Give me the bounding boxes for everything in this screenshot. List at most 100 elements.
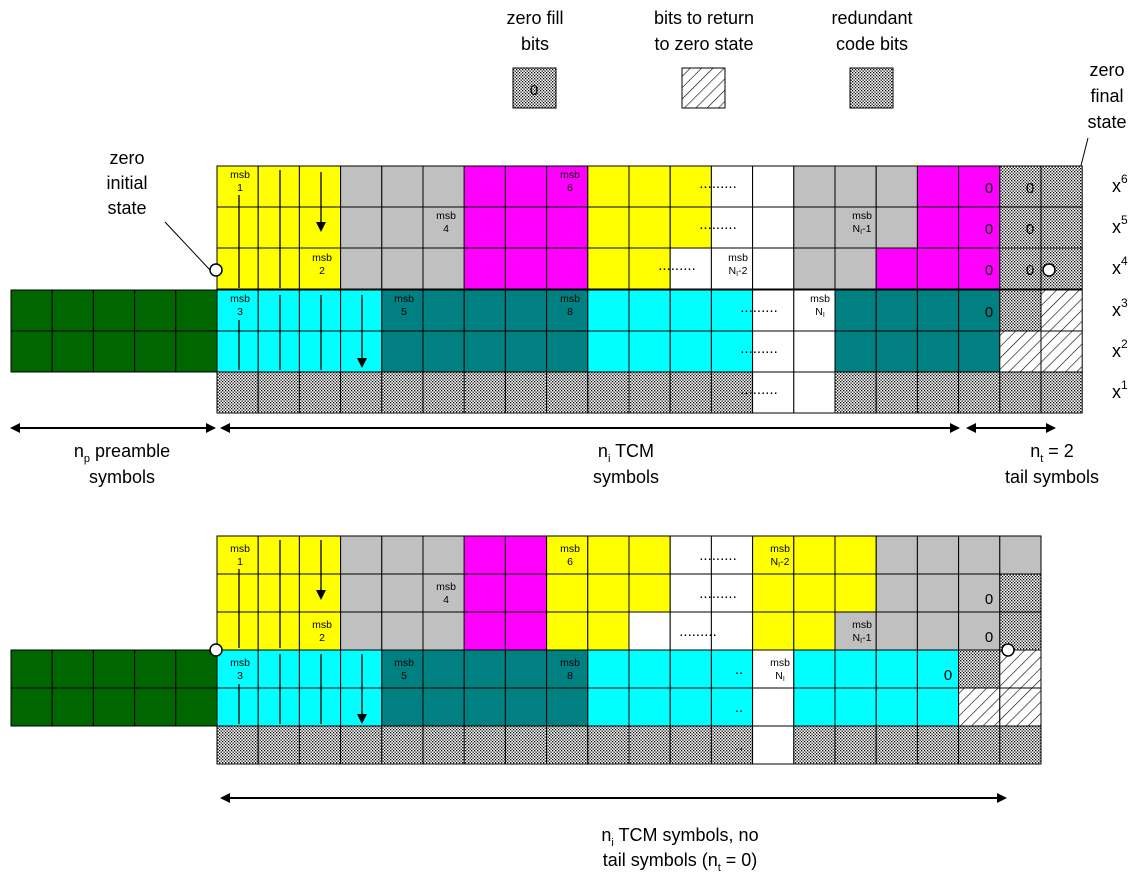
bot-msb6-num: 6: [567, 556, 573, 568]
top-cell-r2-c22: [875, 206, 918, 249]
bottom-cell-r3-c19: [752, 611, 795, 651]
bottom-cell-r2-c13: [504, 573, 548, 613]
bot-msb1-num: 1: [237, 556, 243, 568]
top-cell-r1-c18: [710, 165, 754, 208]
top-cell-r3-c12: [463, 247, 506, 290]
top-msb6-label: msb: [560, 169, 580, 181]
bottom-cell-r1-c23: [916, 535, 960, 575]
top-cell-r2-c12: [463, 206, 506, 249]
bottom-span-indicators: ni TCM symbols, no tail symbols (nt = 0): [220, 793, 1007, 874]
bottom-cell-r3-c11: [422, 611, 465, 651]
bottom-cell-r4-c21: [834, 649, 877, 689]
top-cell-r6-c17: [669, 371, 712, 414]
bottom-cell-r4-c6: [216, 649, 259, 689]
bot-dots-row3: .........: [679, 623, 717, 640]
top-msb3-num: 3: [237, 306, 243, 318]
legend-zero-fill-line1: zero fill: [506, 8, 563, 28]
top-dots-row5: .........: [740, 340, 778, 357]
bottom-cell-r6-c25: [999, 725, 1042, 765]
top-cell-r4-c18: [710, 289, 754, 332]
top-cell-r3-c16: [628, 247, 671, 290]
bottom-cell-r6-c16: [628, 725, 671, 765]
top-msb8-num: 8: [567, 306, 573, 318]
legend-zero-fill-symbol: 0: [530, 82, 538, 99]
bottom-cell-r6-c6: [216, 725, 259, 765]
bottom-cell-r3-c12: [463, 611, 506, 651]
top-cell-r2-c16: [628, 206, 671, 249]
bottom-cell-r4-c14: [546, 649, 589, 689]
top-cell-r3-c10: [381, 247, 424, 290]
top-cell-r1-c12: [463, 165, 506, 208]
preamble-label-line1: np preamble: [74, 441, 170, 465]
legend-zero-fill-line2: bits: [521, 34, 549, 54]
bottom-cell-r4-c18: [710, 649, 754, 689]
top-cell-r1-c13: [504, 165, 548, 208]
top-cell-r5-c16: [628, 330, 671, 373]
bit-label-x5: x5: [1112, 213, 1128, 237]
bottom-cell-r2-c9: [340, 573, 383, 613]
top-cell-r6-c26: [1040, 371, 1083, 414]
top-cell-r5-c2: [51, 330, 94, 373]
bottom-cell-r2-c10: [381, 573, 424, 613]
bottom-cell-r5-c12: [463, 687, 506, 727]
bottom-cell-r5-c21: [834, 687, 877, 727]
top-cell-r3-c9: [340, 247, 383, 290]
top-msb5-num: 5: [401, 306, 407, 318]
top-cell-r4-c4: [134, 289, 177, 332]
top-initial-state-circle: [209, 263, 223, 277]
bottom-cell-r2-c6: [216, 573, 259, 613]
bottom-cell-r3-c23: [916, 611, 960, 651]
top-cell-r2-c19: [752, 206, 795, 249]
bottom-cell-r6-c17: [669, 725, 712, 765]
bottom-cell-r6-c19: [752, 725, 795, 765]
bottom-cell-r3-c20: [793, 611, 836, 651]
bottom-cell-r6-c18: [710, 725, 754, 765]
bottom-cell-r4-c11: [422, 649, 465, 689]
top-cell-r5-c14: [546, 330, 589, 373]
top-tail-zero-r2c1: 0: [985, 221, 993, 238]
bottom-cell-r5-c17: [669, 687, 712, 727]
bottom-cell-r4-c19: [752, 649, 795, 689]
top-final-state-circle: [1042, 263, 1056, 277]
legend-zero-fill-swatch: [512, 67, 557, 109]
top-cell-r2-c17: [669, 206, 712, 249]
bot-msb2-label: msb: [312, 619, 332, 631]
bit-label-x4: x4: [1112, 254, 1128, 278]
top-cell-r2-c14: [546, 206, 589, 249]
top-cell-r3-c19: [752, 247, 795, 290]
bottom-cell-r1-c9: [340, 535, 383, 575]
bit-label-x6: x6: [1112, 172, 1128, 196]
bottom-cell-r5-c2: [51, 687, 94, 727]
top-cell-r2-c9: [340, 206, 383, 249]
bottom-cell-r1-c18: [710, 535, 754, 575]
bot-tail-zero-r3: 0: [985, 629, 993, 646]
top-cell-r4-c11: [422, 289, 465, 332]
top-cell-r2-c20: [793, 206, 836, 249]
bottom-cell-r5-c15: [587, 687, 630, 727]
bottom-cell-r4-c9: [340, 649, 383, 689]
bot-msb4-label: msb: [436, 581, 456, 593]
bot-msb5-label: msb: [394, 657, 414, 669]
top-cell-r3-c15: [587, 247, 630, 290]
top-cell-r5-c1: [10, 330, 53, 373]
bottom-cell-r1-c21: [834, 535, 877, 575]
bottom-cell-r1-c12: [463, 535, 506, 575]
initial-state-line2: initial: [106, 173, 147, 193]
top-cell-r4-c15: [587, 289, 630, 332]
top-cell-r6-c22: [875, 371, 918, 414]
bottom-cell-r5-c10: [381, 687, 424, 727]
bot-msb-ni-num: NI: [775, 670, 785, 683]
top-msb6-num: 6: [567, 182, 573, 194]
bottom-final-state-circle: [1001, 643, 1015, 657]
bottom-frame-overlays: msb 1 msb 2 msb 3 msb 4 msb 5 msb 6 msb …: [230, 543, 993, 754]
bottom-cell-r6-c21: [834, 725, 877, 765]
bottom-cell-r2-c25: [999, 573, 1042, 613]
bottom-cell-r4-c7: [257, 649, 300, 689]
top-cell-r1-c16: [628, 165, 671, 208]
bottom-cell-r4-c17: [669, 649, 712, 689]
bottom-cell-r4-c13: [504, 649, 548, 689]
bottom-cell-r5-c8: [298, 687, 342, 727]
bottom-cell-r4-c3: [92, 649, 136, 689]
bottom-cell-r2-c23: [916, 573, 960, 613]
bottom-cell-r2-c8: [298, 573, 342, 613]
